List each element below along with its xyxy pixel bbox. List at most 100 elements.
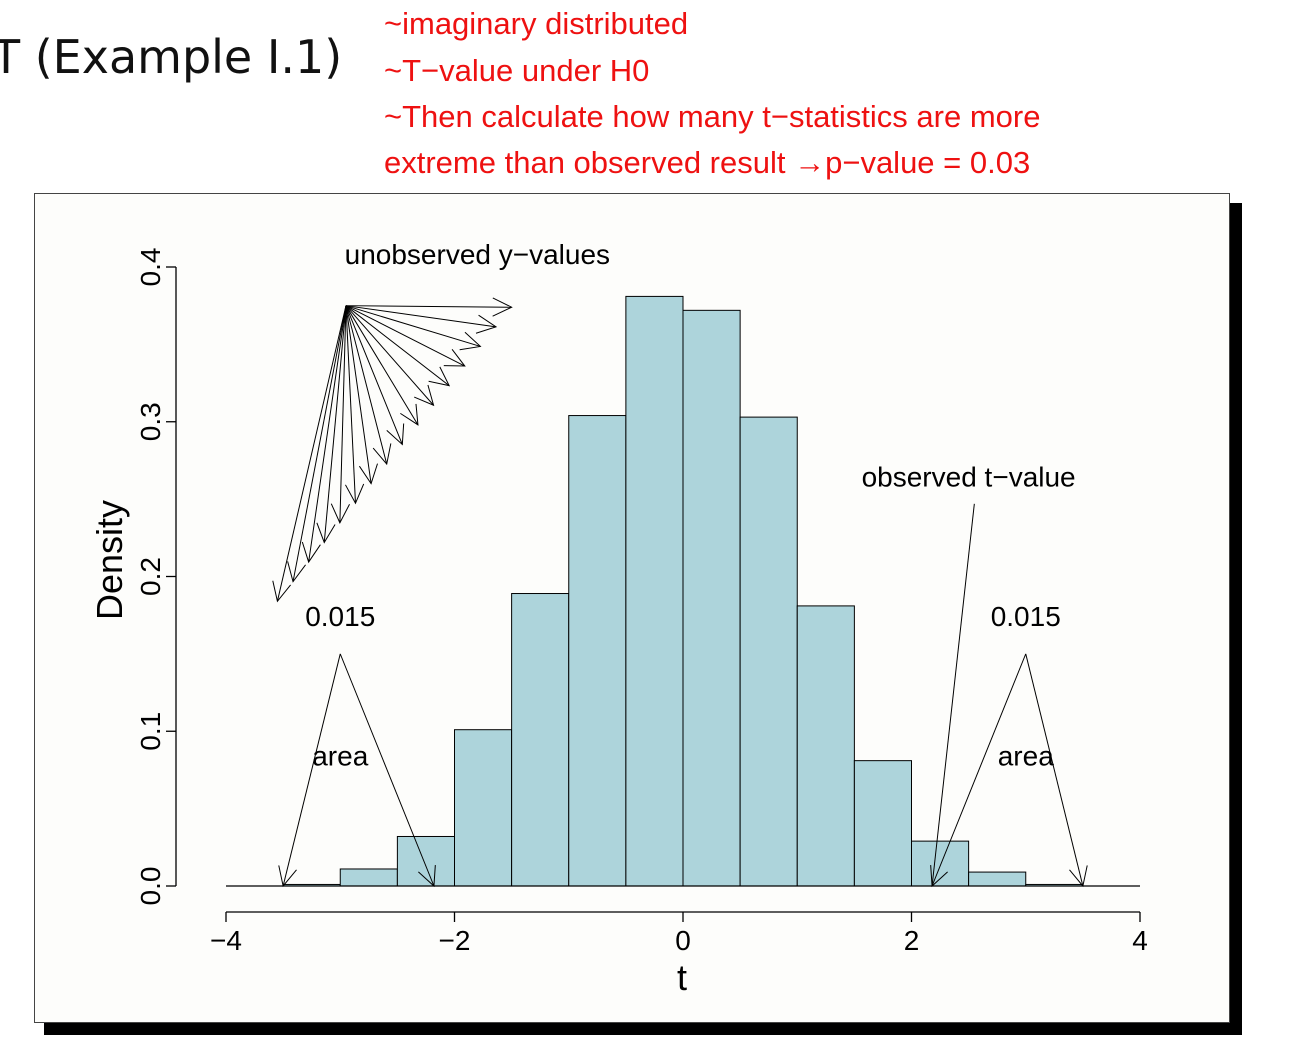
right-tail-value-label: 0.015	[991, 601, 1061, 632]
unobserved-arrow	[345, 305, 435, 407]
y-tick-label: 0.2	[135, 557, 166, 596]
unobserved-arrow	[345, 305, 466, 367]
y-tick-label: 0.3	[135, 402, 166, 441]
unobserved-arrow-shaft	[345, 305, 356, 504]
unobserved-arrow-shaft	[345, 305, 497, 328]
histogram-bar	[568, 415, 627, 887]
observed-arrow	[931, 503, 975, 887]
x-tick-label: −4	[210, 925, 242, 956]
unobserved-arrow-head	[287, 561, 306, 583]
right-tail-arrows	[930, 653, 1088, 888]
unobserved-arrow	[345, 297, 513, 317]
left-tail-area-label: area	[312, 740, 368, 771]
note-line-2: ~T−value under H0	[384, 53, 650, 88]
unobserved-arrow	[287, 305, 347, 583]
y-axis: 0.0 0.1 0.2 0.3 0.4	[135, 248, 177, 906]
histogram-bar	[853, 760, 912, 887]
left-tail-arrow	[339, 653, 436, 888]
x-axis: −4 −2 0 2 4	[210, 911, 1148, 956]
unobserved-arrow-shaft	[345, 305, 466, 367]
unobserved-arrow-head	[330, 503, 350, 525]
y-axis-label: Density	[89, 500, 130, 620]
x-tick-label: 0	[675, 925, 691, 956]
histogram-bar	[454, 729, 513, 887]
x-axis-label: t	[677, 957, 687, 998]
unobserved-arrow	[345, 305, 365, 505]
unobserved-arrow-head	[400, 403, 419, 426]
histogram-bar	[968, 871, 1027, 887]
unobserved-arrow	[330, 305, 350, 525]
left-tail-value-label: 0.015	[305, 601, 375, 632]
histogram-bar	[625, 295, 684, 887]
left-tail-arrow-head	[418, 865, 436, 888]
unobserved-arrow-head	[414, 384, 435, 407]
right-tail-arrow	[1025, 653, 1088, 888]
unobserved-arrow	[345, 305, 378, 485]
observed-label: observed t−value	[862, 462, 1076, 493]
unobserved-arrow	[316, 305, 347, 544]
unobserved-arrow-head	[345, 483, 365, 505]
right-tail-arrow-shaft	[1025, 653, 1084, 887]
unobserved-arrow	[345, 305, 405, 446]
unobserved-arrow-shaft	[345, 305, 450, 387]
unobserved-arrow-shaft	[276, 305, 347, 602]
right-tail-arrow-shaft	[931, 653, 1027, 887]
unobserved-arrow-shaft	[339, 305, 347, 523]
unobserved-arrow	[345, 305, 482, 351]
unobserved-arrow-shaft	[345, 305, 403, 445]
right-tail-area-label: area	[998, 740, 1054, 771]
unobserved-arrow	[301, 305, 347, 564]
unobserved-arrow-shaft	[345, 305, 512, 308]
slide-title: T (Example I.1)	[0, 30, 343, 84]
note-line-4: extreme than observed result →p−value = …	[384, 145, 1031, 180]
unobserved-arrow-head	[316, 522, 336, 544]
right-tail-arrow-head	[1069, 865, 1088, 888]
x-tick-label: 4	[1132, 925, 1148, 956]
unobserved-arrow-head	[272, 580, 291, 603]
unobserved-arrow	[345, 305, 392, 466]
unobserved-arrows	[272, 297, 513, 603]
unobserved-arrow-shaft	[308, 305, 347, 563]
unobserved-arrow-shaft	[345, 305, 388, 465]
note-line-3: ~Then calculate how many t−statistics ar…	[384, 99, 1041, 134]
right-tail-arrow-head	[930, 865, 948, 888]
histogram-bar	[796, 605, 855, 887]
unobserved-arrow-head	[459, 331, 482, 351]
annotations-group: unobserved y−values observed t−value 0.0…	[272, 239, 1088, 888]
y-tick-label: 0.1	[135, 712, 166, 751]
unobserved-arrow-head	[386, 423, 405, 446]
unobserved-arrow	[272, 305, 347, 603]
unobserved-arrow-head	[428, 366, 451, 387]
bars-group	[282, 295, 1084, 887]
histogram-bar	[339, 868, 398, 887]
unobserved-arrow	[345, 305, 498, 334]
unobserved-arrow-shaft	[345, 305, 419, 426]
histogram-bar	[396, 835, 455, 887]
y-tick-label: 0.0	[135, 867, 166, 906]
note-line-1: ~imaginary distributed	[384, 6, 689, 41]
histogram-bar	[682, 309, 741, 887]
histogram-bar	[511, 593, 570, 887]
unobserved-arrow-head	[372, 443, 392, 466]
unobserved-arrow-head	[301, 541, 321, 564]
left-tail-arrow-shaft	[339, 653, 435, 887]
left-tail-arrows	[278, 653, 436, 888]
right-tail-arrow	[930, 653, 1027, 888]
unobserved-arrow-head	[443, 349, 466, 367]
unobserved-arrow-shaft	[345, 305, 434, 406]
unobserved-label: unobserved y−values	[345, 239, 610, 270]
unobserved-arrow-shaft	[323, 305, 347, 543]
unobserved-arrow	[345, 305, 419, 426]
unobserved-arrow-head	[358, 463, 378, 485]
y-tick-label: 0.4	[135, 248, 166, 287]
x-tick-label: −2	[439, 925, 471, 956]
unobserved-arrow-head	[475, 314, 498, 334]
left-tail-arrow-head	[278, 865, 297, 888]
left-tail-arrow	[278, 653, 341, 888]
unobserved-arrow-shaft	[292, 305, 347, 582]
left-tail-arrow-shaft	[282, 653, 341, 887]
x-tick-label: 2	[904, 925, 920, 956]
unobserved-arrow-head	[492, 297, 513, 317]
unobserved-arrow-shaft	[345, 305, 481, 347]
